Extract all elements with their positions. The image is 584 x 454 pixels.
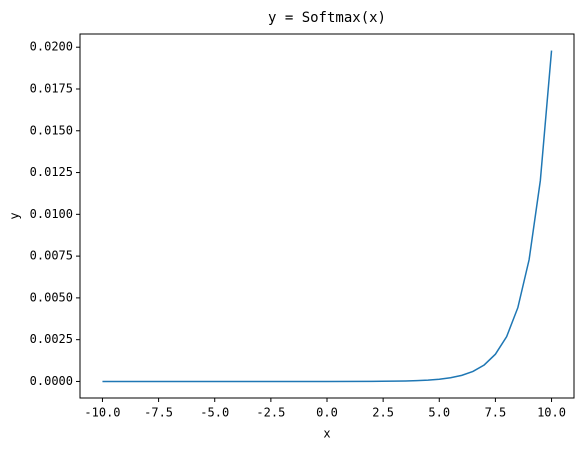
y-tick-label: 0.0175 (30, 81, 73, 95)
x-tick-label: 7.5 (485, 406, 507, 420)
y-tick-label: 0.0200 (30, 40, 73, 54)
x-tick-label: -5.0 (200, 406, 229, 420)
y-tick-label: 0.0050 (30, 290, 73, 304)
x-tick-label: -2.5 (256, 406, 285, 420)
x-tick-label: 10.0 (537, 406, 566, 420)
x-tick-label: -7.5 (144, 406, 173, 420)
x-tick-label: 2.5 (372, 406, 394, 420)
x-axis-label: x (323, 427, 330, 441)
y-tick-label: 0.0125 (30, 165, 73, 179)
y-tick-label: 0.0150 (30, 123, 73, 137)
x-tick-label: -10.0 (84, 406, 120, 420)
x-tick-label: 5.0 (428, 406, 450, 420)
y-tick-label: 0.0000 (30, 374, 73, 388)
x-tick-label: 0.0 (316, 406, 338, 420)
chart-title: y = Softmax(x) (268, 10, 386, 26)
y-tick-label: 0.0025 (30, 332, 73, 346)
line (102, 50, 553, 383)
plot-frame (79, 33, 575, 399)
y-tick-label: 0.0075 (30, 249, 73, 263)
y-axis-label: y (8, 212, 22, 219)
y-tick-label: 0.0100 (30, 207, 73, 221)
